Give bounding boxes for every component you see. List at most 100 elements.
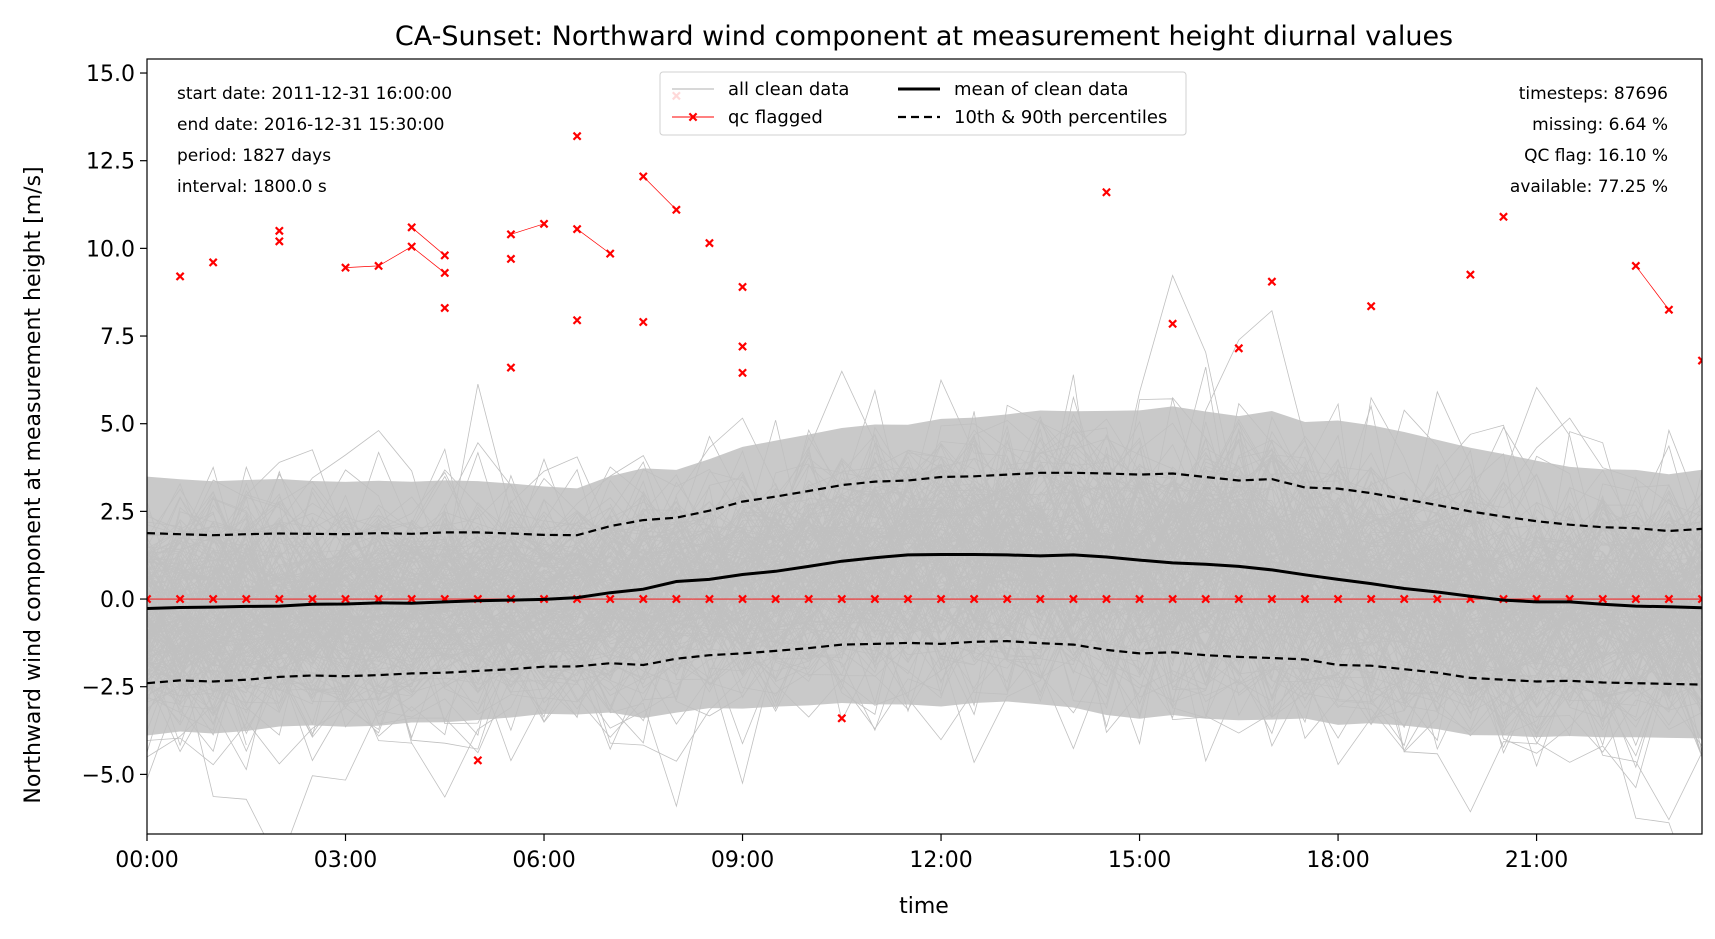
qc-flagged-point-stroke xyxy=(1631,594,1641,604)
clean-data-line xyxy=(147,472,1702,723)
clean-data-line xyxy=(147,488,1702,714)
clean-data-line xyxy=(246,433,1702,697)
qc-flagged-point xyxy=(208,258,218,267)
info-right-line: available: 77.25 % xyxy=(1510,177,1668,197)
clean-data-line xyxy=(147,451,1702,717)
qc-flagged-point xyxy=(738,594,747,604)
qc-flagged-point xyxy=(705,594,714,604)
x-tick-label: 03:00 xyxy=(314,848,377,873)
x-tick-label: 12:00 xyxy=(909,848,972,873)
statistics-lines xyxy=(147,471,1702,686)
x-tick-label: 21:00 xyxy=(1505,848,1568,873)
qc-flagged-point xyxy=(1598,594,1608,604)
qc-flagged-point-stroke xyxy=(341,263,350,273)
qc-flagged-point xyxy=(572,131,582,141)
qc-flagged-point-stroke xyxy=(1035,594,1045,604)
clean-data-line xyxy=(477,502,1702,737)
clean-data-line xyxy=(147,560,479,666)
clean-data-line xyxy=(147,426,1702,715)
qc-flagged-point-stroke xyxy=(274,594,284,604)
clean-data-line xyxy=(147,493,1702,677)
qc-flagged-point xyxy=(175,594,185,604)
qc-flagged-point-stroke xyxy=(837,594,847,604)
qc-flagged-point xyxy=(1102,187,1111,197)
qc-flagged-segment xyxy=(411,246,445,274)
qc-flagged-point xyxy=(506,229,516,239)
qc-flagged-point xyxy=(1102,594,1111,604)
info-left-line: period: 1827 days xyxy=(177,146,331,166)
qc-flagged-point xyxy=(572,224,582,234)
clean-data-line xyxy=(147,486,1702,670)
qc-flagged-point xyxy=(605,594,615,604)
x-tick-label: 18:00 xyxy=(1306,848,1369,873)
clean-data-line xyxy=(147,471,1702,693)
x-tick-label: 09:00 xyxy=(711,848,774,873)
y-tick-label: 5.0 xyxy=(100,413,135,438)
qc-flagged-segment xyxy=(345,265,379,269)
qc-flagged-point xyxy=(1399,594,1409,604)
clean-data-line xyxy=(147,466,1702,753)
qc-flagged-point xyxy=(1366,594,1376,604)
qc-flagged-point xyxy=(738,368,747,378)
qc-flagged-point-stroke xyxy=(572,131,582,141)
qc-flagged-point xyxy=(572,315,582,325)
qc-flagged-point xyxy=(1168,319,1178,329)
qc-flagged-point-stroke xyxy=(241,594,251,604)
qc-flagged-point-stroke xyxy=(440,268,450,278)
qc-flagged-point xyxy=(506,363,516,372)
qc-flagged-point xyxy=(638,172,648,181)
qc-flagged-point-stroke xyxy=(638,594,648,604)
clean-data-line xyxy=(147,453,1702,757)
qc-flagged-point xyxy=(407,242,417,251)
clean-data-line xyxy=(147,473,1702,697)
qc-flagged-point xyxy=(837,713,847,723)
clean-data-line xyxy=(147,462,1702,726)
mean-line xyxy=(147,553,1702,610)
info-boxes: start date: 2011-12-31 16:00:00 end date:… xyxy=(177,84,1668,197)
qc-flagged-point xyxy=(473,755,483,765)
qc-flagged-point-stroke xyxy=(1102,594,1111,604)
qc-flagged-point xyxy=(738,342,747,351)
legend-swatch-qc-mark xyxy=(688,112,698,122)
qc-flagged-point-stroke xyxy=(572,224,582,234)
clean-data-line xyxy=(147,451,1702,691)
clean-data-line xyxy=(147,459,1702,747)
qc-flagged-point xyxy=(175,272,185,281)
y-tick-label: 10.0 xyxy=(86,237,135,262)
clean-data-line xyxy=(147,460,1702,731)
qc-flagged-point-stroke xyxy=(208,594,218,604)
qc-flagged-point-stroke xyxy=(407,594,417,604)
qc-flagged-point xyxy=(440,303,450,313)
percentile-90-line xyxy=(147,471,1702,537)
qc-flagged-point-stroke xyxy=(1664,594,1674,604)
qc-flagged-point-stroke xyxy=(506,363,516,372)
info-left-line: end date: 2016-12-31 15:30:00 xyxy=(177,115,444,135)
clean-data-line xyxy=(147,476,1702,798)
qc-flagged-point xyxy=(671,594,681,604)
qc-flagged-point-stroke xyxy=(1333,594,1343,604)
y-tick-label: 7.5 xyxy=(100,325,135,350)
qc-flagged-point xyxy=(274,226,284,236)
qc-flagged-point xyxy=(605,249,615,259)
y-tick-label: 12.5 xyxy=(86,150,135,175)
qc-flagged-point-stroke xyxy=(440,251,450,260)
qc-flagged-point-stroke xyxy=(506,229,516,239)
qc-flagged-point xyxy=(147,594,152,604)
y-axis-label: Northward wind component at measurement … xyxy=(21,166,46,803)
qc-flagged-point xyxy=(539,219,549,229)
qc-flagged-point-stroke xyxy=(738,368,747,378)
qc-flagged-point xyxy=(1664,305,1674,315)
qc-flagged-point-stroke xyxy=(738,282,747,292)
chart-title: CA-Sunset: Northward wind component at m… xyxy=(395,21,1453,52)
legend-label: 10th & 90th percentiles xyxy=(954,107,1167,128)
qc-flagged-segment xyxy=(510,223,545,235)
qc-flagged-point-stroke xyxy=(1168,594,1178,604)
clean-data-line xyxy=(576,449,1702,730)
plot-area xyxy=(147,91,1702,834)
qc-flagged-point-stroke xyxy=(705,594,714,604)
clean-data-line xyxy=(147,378,1702,753)
qc-flagged-segment xyxy=(378,246,412,267)
clean-data-line xyxy=(147,469,1702,766)
qc-flagged-point xyxy=(440,251,450,260)
clean-data-line xyxy=(147,503,1702,752)
